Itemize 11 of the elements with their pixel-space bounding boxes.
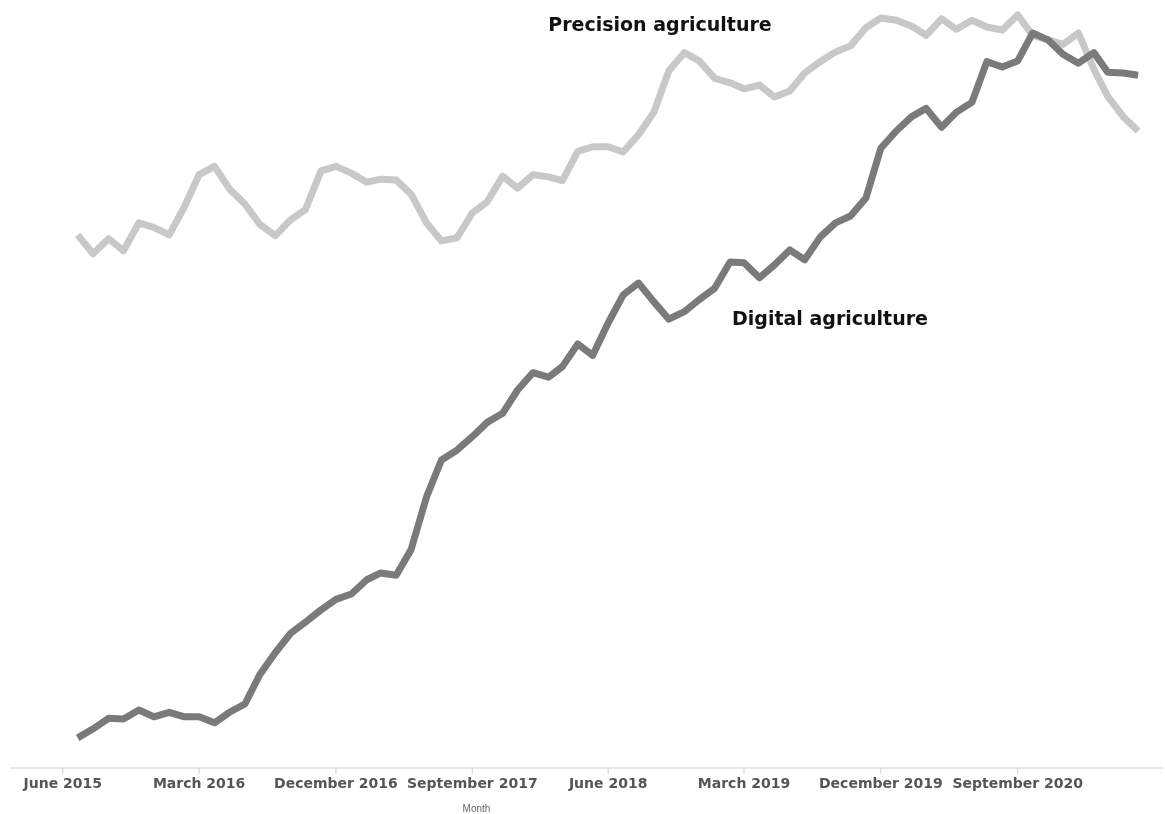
x-tick-label: March 2019 xyxy=(697,775,791,791)
x-tick-label: September 2017 xyxy=(406,775,538,791)
x-axis-title: Month xyxy=(462,803,491,814)
x-tick-label: March 2016 xyxy=(152,775,246,791)
series-label: Precision agriculture xyxy=(548,13,772,35)
x-tick-label: June 2018 xyxy=(567,775,648,791)
series-label: Digital agriculture xyxy=(732,307,928,329)
x-tick-label: December 2016 xyxy=(274,775,398,791)
x-tick-label: June 2015 xyxy=(22,775,102,791)
x-tick-label: December 2019 xyxy=(818,775,943,791)
x-tick-label: September 2020 xyxy=(952,775,1084,791)
